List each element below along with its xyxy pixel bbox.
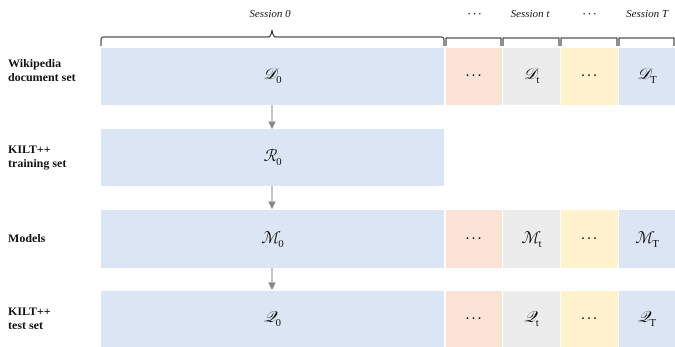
cell-m-0: ℳ0 [101,210,444,268]
header-session-t: Session t [510,8,550,20]
row-label-kilt-training: KILT++ training set [8,142,67,170]
cell-d-t: 𝒟t [503,48,560,105]
header-session-0: Session 0 [249,8,291,20]
cell-d-ellipsis-1: ··· [446,48,502,105]
header-ellipsis-1: ··· [467,6,483,21]
header-ellipsis-2: ··· [582,6,598,21]
cell-r-0: ℛ0 [101,129,444,186]
cell-d-T: 𝒟T [619,48,675,105]
cell-m-ellipsis-1: ··· [446,210,502,268]
brace-session-t [502,37,560,46]
cell-q-0: 𝒬0 [101,291,444,347]
row-label-models: Models [8,231,46,245]
brace-session-T [618,37,675,46]
row-label-wikipedia: Wikipedia document set [8,56,76,84]
cell-m-t: ℳt [503,210,560,268]
cell-m-T: ℳT [619,210,675,268]
brace-ellipsis-1 [445,37,502,46]
cell-d-0: 𝒟0 [101,48,444,105]
header-session-T: Session T [626,8,668,20]
cell-m-ellipsis-2: ··· [561,210,618,268]
cell-q-t: 𝒬t [503,291,560,347]
row-label-kilt-test: KILT++ test set [8,304,51,332]
brace-ellipsis-2 [560,37,618,46]
cell-q-ellipsis-2: ··· [561,291,618,347]
brace-session-0 [100,29,445,46]
cell-d-ellipsis-2: ··· [561,48,618,105]
cell-q-T: 𝒬T [619,291,675,347]
cell-q-ellipsis-1: ··· [446,291,502,347]
